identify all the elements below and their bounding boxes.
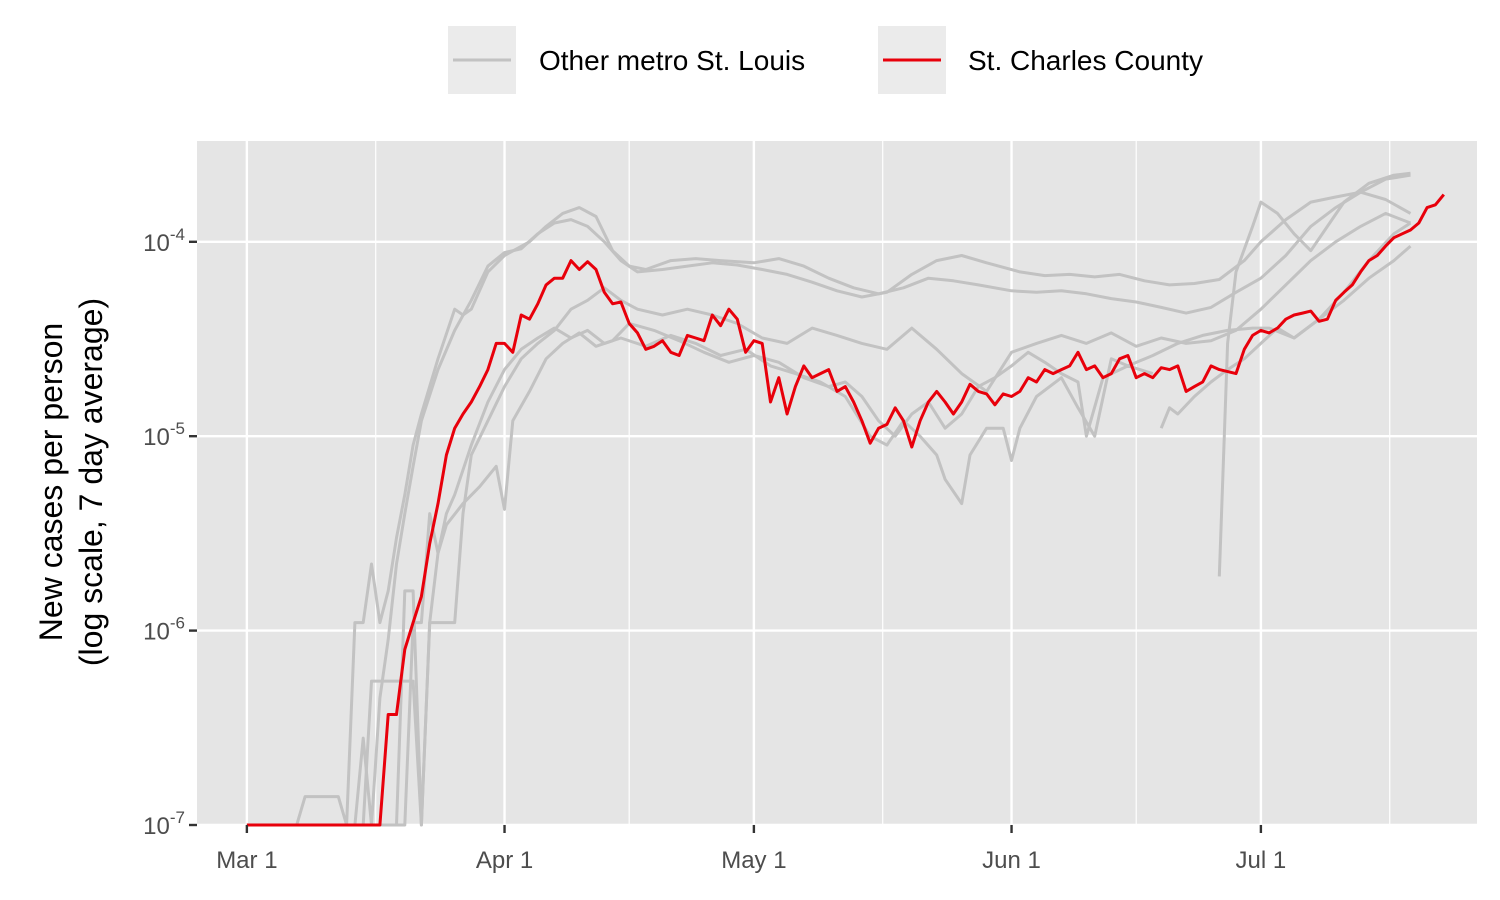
y-axis-title: New cases per person: [33, 323, 69, 641]
x-tick-label: Jun 1: [982, 847, 1041, 874]
series-line-other-metro-1: [246, 173, 1411, 827]
series-line-st-charles-county: [246, 193, 1445, 827]
y-axis-subtitle: (log scale, 7 day average): [73, 298, 109, 666]
series-layer: [246, 171, 1445, 827]
y-tick-label: 10-4: [143, 225, 185, 257]
y-tick-label: 10-6: [143, 614, 185, 646]
legend-item-other: Other metro St. Louis: [448, 26, 805, 94]
y-tick-label: 10-5: [143, 419, 185, 451]
y-axis-title-line2: (log scale, 7 day average): [73, 298, 109, 666]
legend-item-highlight: St. Charles County: [878, 26, 1203, 94]
axis-ticks: [189, 240, 1263, 833]
x-tick-label: May 1: [721, 847, 786, 874]
legend: Other metro St. Louis St. Charles County: [448, 26, 1203, 94]
legend-label-other: Other metro St. Louis: [539, 45, 805, 76]
series-line-other-metro-7: [1217, 171, 1411, 577]
grid-minor: [375, 141, 1391, 825]
series-line-other-metro-3: [246, 211, 1412, 827]
x-tick-labels: Mar 1 Apr 1 May 1 Jun 1 Jul 1: [216, 847, 1286, 874]
x-tick-label: Apr 1: [476, 847, 533, 874]
y-tick-label: 10-7: [143, 808, 185, 840]
y-tick-labels: 10-7 10-6 10-5 10-4: [143, 225, 185, 840]
series-line-other-metro-5: [246, 322, 1154, 827]
y-axis-title-line1: New cases per person: [33, 323, 69, 641]
legend-label-highlight: St. Charles County: [968, 45, 1203, 76]
grid-major: [197, 141, 1477, 827]
x-tick-label: Mar 1: [216, 847, 277, 874]
series-line-other-metro-2: [246, 190, 1412, 827]
x-tick-label: Jul 1: [1236, 847, 1287, 874]
series-line-other-metro-4: [246, 244, 1412, 827]
